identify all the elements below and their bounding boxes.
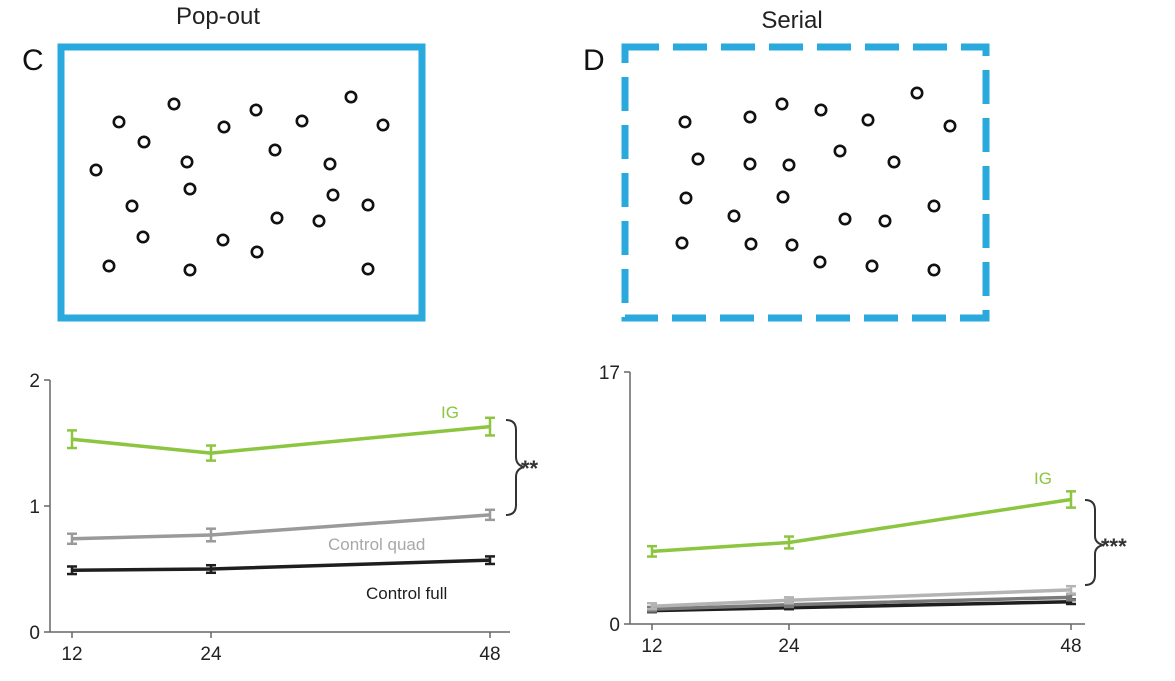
popout-stimulus-item-22 <box>102 259 116 273</box>
popout-stimulus-item-4 <box>249 103 263 117</box>
popout-ytick-label-0: 0 <box>29 623 40 644</box>
serial-stimulus-item-13 <box>679 191 693 205</box>
serial-stimulus-item-4 <box>814 103 828 117</box>
panel-d-title: Serial <box>761 7 822 34</box>
popout-series-2 <box>67 555 495 576</box>
panel-d-letter: D <box>583 44 605 77</box>
popout-label-control-quad: Control quad <box>328 535 425 554</box>
popout-series-1-line <box>71 513 491 541</box>
serial-significance-stars: *** <box>1101 534 1127 559</box>
popout-stimulus-item-17 <box>312 214 326 228</box>
serial-stimulus-items <box>675 86 957 277</box>
popout-label-control-full: Control full <box>366 584 447 603</box>
serial-xtick-label-2: 48 <box>1060 636 1081 657</box>
popout-stimulus-item-23 <box>183 263 197 277</box>
serial-stimulus-item-19 <box>675 236 689 250</box>
popout-stimulus-item-15 <box>125 199 139 213</box>
serial-stimulus-item-8 <box>691 152 705 166</box>
popout-stimulus-item-24 <box>361 262 375 276</box>
popout-significance-bracket <box>505 419 525 516</box>
popout-stimulus-item-3 <box>217 120 231 134</box>
serial-xtick-label-1: 24 <box>778 636 800 657</box>
serial-stimulus-item-17 <box>878 214 892 228</box>
serial-stimulus-item-9 <box>743 157 757 171</box>
serial-stimulus-item-2 <box>743 110 757 124</box>
popout-series-2-line <box>71 558 491 573</box>
popout-stimulus-item-21 <box>250 245 264 259</box>
popout-stimulus-item-1 <box>112 115 126 129</box>
serial-stimulus-item-7 <box>943 119 957 133</box>
serial-stimulus-item-6 <box>910 86 924 100</box>
popout-stimulus-item-8 <box>137 135 151 149</box>
serial-stimulus-item-10 <box>782 158 796 172</box>
popout-stimulus-item-9 <box>180 155 194 169</box>
popout-stimulus-items <box>89 90 390 277</box>
serial-stimulus-item-3 <box>775 97 789 111</box>
serial-stimulus-item-12 <box>887 155 901 169</box>
popout-stimulus-item-6 <box>344 90 358 104</box>
serial-stimulus-item-15 <box>727 209 741 223</box>
serial-stimulus-item-21 <box>785 238 799 252</box>
popout-xtick-label-0: 12 <box>61 644 82 665</box>
serial-stimulus-item-14 <box>776 190 790 204</box>
popout-stimulus-frame <box>57 43 426 322</box>
popout-stimulus-item-19 <box>136 230 150 244</box>
serial-stimulus-item-23 <box>865 259 879 273</box>
serial-ytick-label-0: 0 <box>609 615 620 636</box>
serial-series-1 <box>647 584 1076 611</box>
serial-stimulus-item-16 <box>838 212 852 226</box>
popout-stimulus-item-13 <box>183 182 197 196</box>
popout-stimulus-item-7 <box>376 118 390 132</box>
popout-ytick-label-2: 2 <box>29 371 40 392</box>
serial-stimulus-item-18 <box>927 199 941 213</box>
serial-xtick-label-0: 12 <box>641 636 662 657</box>
serial-series-0-line <box>651 497 1072 554</box>
serial-significance-bracket <box>1084 499 1104 586</box>
popout-stimulus-item-14 <box>326 188 340 202</box>
popout-xtick-label-1: 24 <box>200 644 222 665</box>
popout-stimulus-item-2 <box>167 97 181 111</box>
popout-ytick-label-1: 1 <box>29 497 40 518</box>
popout-stimulus-item-20 <box>216 233 230 247</box>
popout-significance-stars: ** <box>521 456 539 481</box>
panel-c-letter: C <box>22 44 44 77</box>
popout-stimulus-item-5 <box>295 114 309 128</box>
serial-label-ig: IG <box>1034 469 1052 488</box>
serial-stimulus-item-20 <box>744 237 758 251</box>
popout-stimulus-item-10 <box>268 143 282 157</box>
popout-stimulus-item-18 <box>361 198 375 212</box>
serial-ytick-label-1: 17 <box>599 363 620 384</box>
popout-series-0 <box>67 416 495 462</box>
popout-label-ig: IG <box>441 403 459 422</box>
serial-stimulus-item-24 <box>927 263 941 277</box>
panel-c-title: Pop-out <box>176 3 260 30</box>
serial-stimulus-item-11 <box>833 144 847 158</box>
serial-stimulus-frame <box>621 43 990 322</box>
serial-stimulus-item-1 <box>678 115 692 129</box>
serial-stimulus-item-5 <box>861 113 875 127</box>
popout-stimulus-item-12 <box>89 163 103 177</box>
popout-xtick-label-2: 48 <box>479 644 500 665</box>
popout-series-0-line <box>71 424 491 455</box>
popout-stimulus-item-16 <box>270 211 284 225</box>
serial-chart: 0 17 12 24 48 IG *** <box>599 363 1127 657</box>
popout-series-1 <box>67 508 495 546</box>
popout-stimulus-item-11 <box>323 157 337 171</box>
serial-stimulus-item-22 <box>813 255 827 269</box>
serial-series-0 <box>647 490 1076 558</box>
